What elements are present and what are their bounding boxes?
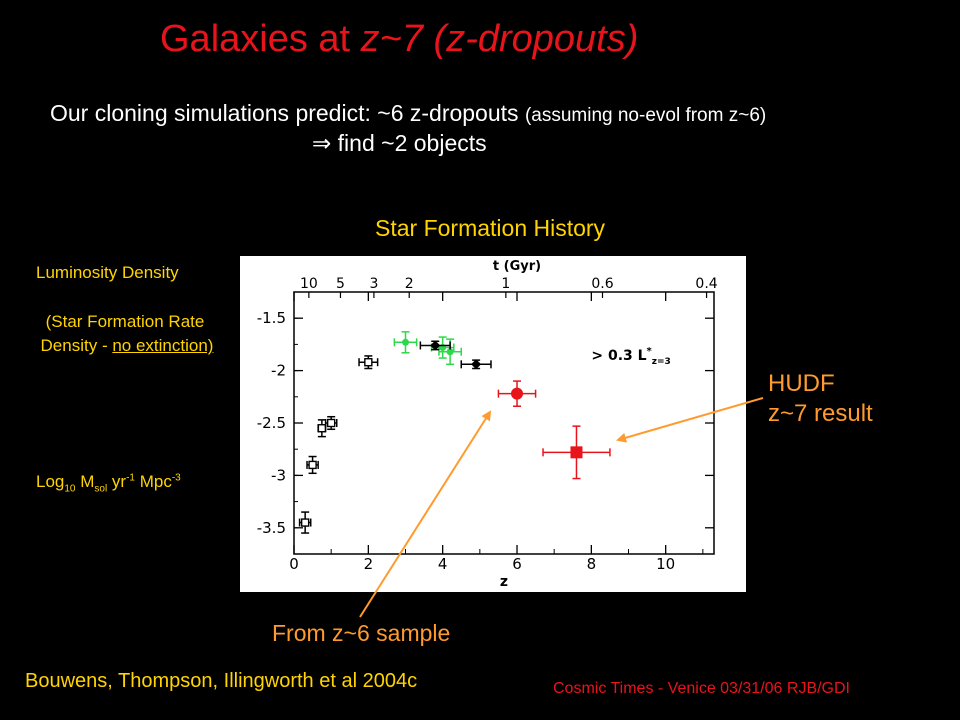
units-m: M bbox=[75, 472, 95, 491]
units-log: Log bbox=[36, 472, 65, 491]
data-point bbox=[298, 511, 312, 534]
top-axis-label: t (Gyr) bbox=[493, 259, 541, 274]
plot-frame bbox=[293, 291, 715, 555]
title-italic-text: z~7 (z-dropouts) bbox=[360, 18, 639, 60]
top-tick-label: 3 bbox=[369, 276, 378, 292]
y-tick-label: -3 bbox=[271, 466, 286, 484]
data-point bbox=[460, 359, 492, 370]
hudf-label-line2: z~7 result bbox=[768, 400, 873, 427]
point-marker bbox=[402, 338, 410, 346]
point-marker bbox=[446, 348, 454, 356]
data-point bbox=[317, 419, 327, 438]
z6-sample-label: From z~6 sample bbox=[272, 620, 451, 646]
prediction-line: Our cloning simulations predict: ~6 z-dr… bbox=[50, 100, 766, 127]
find-line: ⇒ find ~2 objects bbox=[312, 130, 487, 156]
top-tick-label: 5 bbox=[336, 276, 345, 292]
data-point bbox=[393, 331, 418, 354]
data-point bbox=[324, 415, 338, 431]
point-marker bbox=[326, 418, 336, 428]
chart-heading: Star Formation History bbox=[375, 215, 606, 241]
top-tick-label: 1 bbox=[501, 276, 510, 292]
data-point bbox=[542, 425, 611, 480]
x-axis-label: z bbox=[500, 574, 508, 590]
y-tick-label: -3.5 bbox=[257, 519, 286, 537]
slide-title: Galaxies at z~7 (z-dropouts) bbox=[160, 18, 638, 61]
point-marker bbox=[300, 518, 310, 527]
data-point bbox=[497, 380, 537, 407]
top-tick-label: 0.4 bbox=[695, 276, 717, 292]
ylabel-line3-a: Density - bbox=[40, 336, 113, 355]
top-tick-label: 2 bbox=[405, 276, 414, 292]
title-text: Galaxies at bbox=[160, 18, 361, 60]
x-tick-label: 0 bbox=[289, 555, 299, 573]
units-sol: sol bbox=[94, 483, 108, 495]
x-tick-label: 2 bbox=[364, 555, 374, 573]
point-marker bbox=[511, 387, 524, 400]
point-marker bbox=[570, 446, 583, 459]
data-point bbox=[306, 455, 319, 475]
prediction-note: (assuming no-evol from z~6) bbox=[524, 105, 767, 126]
hudf-label-line1: HUDF bbox=[768, 370, 835, 397]
luminosity-annotation: > 0.3 L*z=3 bbox=[591, 346, 670, 367]
point-marker bbox=[308, 460, 317, 470]
point-marker bbox=[317, 424, 327, 433]
ylabel-line1: Luminosity Density bbox=[36, 263, 179, 282]
y-tick-label: -2 bbox=[271, 362, 286, 380]
top-tick-label: 0.6 bbox=[591, 276, 613, 292]
x-tick-label: 10 bbox=[656, 555, 675, 573]
prediction-text: Our cloning simulations predict: ~6 z-dr… bbox=[50, 100, 525, 126]
point-marker bbox=[471, 359, 482, 370]
y-tick-label: -2.5 bbox=[257, 414, 286, 432]
units-mpc: Mpc bbox=[134, 472, 172, 491]
ylabel-line3-b: no extinction) bbox=[112, 336, 214, 355]
x-tick-label: 4 bbox=[438, 555, 448, 573]
x-tick-label: 8 bbox=[587, 555, 597, 573]
units-yr: yr bbox=[107, 472, 127, 491]
y-tick-label: -1.5 bbox=[257, 309, 286, 327]
ylabel-line3: Density - no extinction) bbox=[16, 336, 238, 356]
point-marker bbox=[430, 340, 441, 351]
sfh-chart: 0 2 4 6 8 10 z -1.5 -2 -2.5 -3 -3.5 10 5 3 2 1 0.6 0.4 t (G… bbox=[257, 259, 718, 590]
citation: Bouwens, Thompson, Illingworth et al 200… bbox=[25, 670, 418, 692]
footer: Cosmic Times - Venice 03/31/06 RJB/GDI bbox=[553, 680, 850, 697]
x-tick-label: 6 bbox=[512, 555, 522, 573]
data-point bbox=[358, 355, 379, 370]
units-m3: -3 bbox=[171, 472, 181, 484]
data-point bbox=[419, 340, 451, 351]
units-label: Log10 Msol yr-1 Mpc-3 bbox=[36, 472, 181, 494]
top-tick-label: 10 bbox=[300, 276, 318, 292]
plot-area: 0 2 4 6 8 10 z -1.5 -2 -2.5 -3 -3.5 10 5 3 2 1 0.6 0.4 t (G… bbox=[240, 256, 746, 592]
units-10: 10 bbox=[64, 483, 76, 495]
ylabel-line2: (Star Formation Rate bbox=[45, 312, 205, 331]
units-m1: -1 bbox=[126, 472, 135, 484]
point-marker bbox=[364, 358, 373, 367]
